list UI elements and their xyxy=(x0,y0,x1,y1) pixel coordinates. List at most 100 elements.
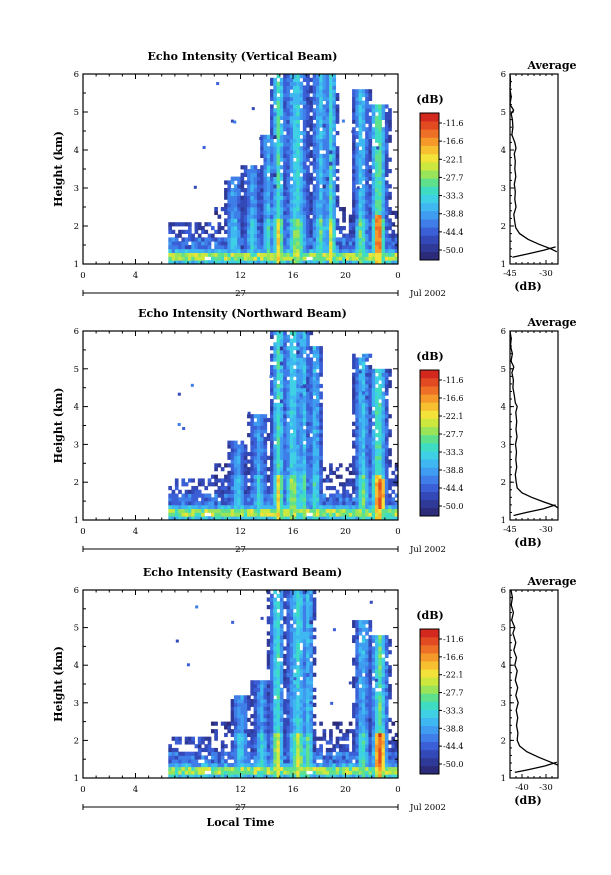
heatmap-cell xyxy=(174,740,179,745)
heatmap-cell xyxy=(190,383,194,387)
heatmap-cell xyxy=(273,732,277,738)
heatmap-cell xyxy=(388,433,392,438)
heatmap-cell xyxy=(273,195,277,200)
colorbar-swatch xyxy=(420,251,439,261)
heatmap-cell xyxy=(253,191,258,196)
heatmap-cell xyxy=(306,421,310,426)
heatmap-cell xyxy=(250,762,255,768)
heatmap-cell xyxy=(388,123,392,128)
heatmap-cell xyxy=(214,721,218,726)
heatmap-cell xyxy=(233,744,238,749)
heatmap-cell xyxy=(384,508,389,513)
heatmap-cell xyxy=(240,172,245,177)
heatmap-cell xyxy=(306,85,310,90)
heatmap-cell xyxy=(312,410,317,415)
heatmap-cell xyxy=(279,672,284,677)
heatmap-cell xyxy=(263,740,268,745)
heatmap-cell xyxy=(247,172,251,177)
heatmap-cell xyxy=(247,751,251,756)
heatmap-cell xyxy=(250,770,255,775)
heatmap-cell xyxy=(384,406,389,411)
heatmap-cell xyxy=(371,127,376,132)
heatmap-cell xyxy=(352,210,356,215)
heatmap-cell xyxy=(378,433,382,438)
heatmap-cell xyxy=(384,180,389,185)
heatmap-cell xyxy=(378,241,382,246)
heatmap-cell xyxy=(384,512,389,517)
heatmap-cell xyxy=(214,732,218,738)
heatmap-cell xyxy=(197,252,202,257)
heatmap-cell xyxy=(273,751,277,756)
heatmap-cell xyxy=(233,470,238,476)
heatmap-cell xyxy=(286,470,291,476)
heatmap-cell xyxy=(279,725,284,730)
heatmap-cell xyxy=(237,747,241,753)
heatmap-cell xyxy=(210,729,215,734)
heatmap-cell xyxy=(266,260,271,265)
heatmap-cell xyxy=(312,365,317,370)
heatmap-cell xyxy=(322,203,327,208)
heatmap-cell xyxy=(345,501,350,506)
heatmap-cell xyxy=(286,233,291,238)
heatmap-cell xyxy=(286,222,291,227)
heatmap-cell xyxy=(270,717,274,722)
heatmap-cell xyxy=(378,248,382,253)
heatmap-cell xyxy=(342,241,346,246)
heatmap-cell xyxy=(384,169,389,174)
heatmap-cell xyxy=(329,191,333,196)
heatmap-cell xyxy=(260,485,264,491)
heatmap-cell xyxy=(276,668,281,674)
heatmap-cell xyxy=(375,395,379,400)
heatmap-cell xyxy=(319,410,323,415)
heatmap-cell xyxy=(171,751,176,756)
heatmap-cell xyxy=(283,406,287,411)
heatmap-cell xyxy=(237,508,241,513)
heatmap-cell xyxy=(237,762,241,768)
heatmap-cell xyxy=(270,463,274,468)
heatmap-cell xyxy=(237,714,241,719)
heatmap-cell xyxy=(247,210,251,215)
heatmap-cell xyxy=(296,516,300,521)
heatmap-cell xyxy=(286,180,291,185)
heatmap-cell xyxy=(365,226,369,231)
heatmap-cell xyxy=(220,512,225,517)
heatmap-cell xyxy=(335,222,340,227)
heatmap-cell xyxy=(319,222,323,227)
heatmap-cell xyxy=(270,665,274,670)
heatmap-cell xyxy=(253,512,258,517)
heatmap-cell xyxy=(279,665,284,670)
heatmap-cell xyxy=(293,81,297,86)
heatmap-cell xyxy=(312,161,317,166)
heatmap-cell xyxy=(283,774,287,779)
heatmap-cell xyxy=(361,207,366,212)
heatmap-cell xyxy=(358,252,363,257)
heatmap-cell xyxy=(342,248,346,253)
heatmap-cell xyxy=(365,138,369,143)
heatmap-cell xyxy=(256,751,261,756)
heatmap-cell xyxy=(194,256,199,261)
heatmap-cell xyxy=(240,451,245,457)
heatmap-cell xyxy=(384,440,389,445)
heatmap-cell xyxy=(240,207,245,212)
heatmap-cell xyxy=(214,256,218,261)
heatmap-cell xyxy=(224,252,228,257)
heatmap-cell xyxy=(329,153,333,158)
heatmap-cell xyxy=(181,237,186,242)
heatmap-cell xyxy=(332,112,337,117)
heatmap-cell xyxy=(210,237,215,242)
heatmap-cell xyxy=(319,180,323,185)
heatmap-cell xyxy=(332,161,337,166)
heatmap-cell xyxy=(279,650,284,655)
heatmap-cell xyxy=(260,436,264,442)
colorbar-swatch xyxy=(420,202,439,212)
heatmap-cell xyxy=(322,512,327,517)
heatmap-cell xyxy=(358,172,363,177)
heatmap-cell xyxy=(243,702,248,707)
colorbar-tick-label: -44.4 xyxy=(443,228,464,237)
heatmap-cell xyxy=(279,627,284,632)
heatmap-cell xyxy=(381,391,386,396)
heatmap-cell xyxy=(335,146,340,151)
heatmap-cell xyxy=(388,248,392,253)
heatmap-cell xyxy=(273,774,277,779)
heatmap-cell xyxy=(302,376,307,381)
